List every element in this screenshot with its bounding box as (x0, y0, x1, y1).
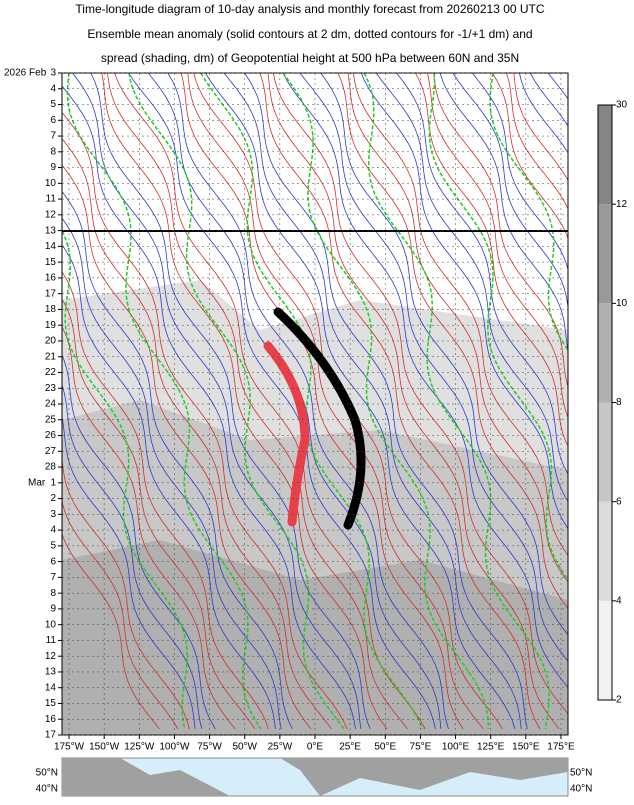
title-line: Ensemble mean anomaly (solid contours at… (87, 27, 532, 41)
map-lat-label: 40°N (570, 784, 592, 795)
x-tick-label: 50°E (374, 742, 396, 753)
x-tick-label: 150°W (89, 742, 120, 753)
y-tick-label: 26 (45, 430, 57, 441)
y-tick-label: 23 (45, 383, 57, 394)
y-tick-label: 6 (50, 115, 56, 126)
colorbar-label: 4 (616, 595, 622, 606)
y-tick-label: 13 (45, 225, 57, 236)
colorbar-label: 6 (616, 496, 622, 507)
y-tick-label: 19 (45, 320, 57, 331)
colorbar-segment (598, 105, 612, 204)
x-tick-label: 175°W (54, 742, 85, 753)
y-tick-label: 3 (50, 68, 56, 79)
y-tick-label: 4 (50, 83, 56, 94)
x-tick-label: 100°E (442, 742, 470, 753)
y-tick-label: 15 (45, 698, 57, 709)
y-tick-label: 15 (45, 257, 57, 268)
y-tick-label: 12 (45, 209, 57, 220)
y-tick-label: 27 (45, 446, 57, 457)
title-line: Time-longitude diagram of 10-day analysi… (75, 2, 544, 16)
y-tick-label: 6 (50, 556, 56, 567)
y-tick-label: 8 (50, 588, 56, 599)
colorbar-label: 30 (616, 100, 628, 111)
title-line: spread (shading, dm) of Geopotential hei… (101, 51, 519, 65)
map-lat-label: 40°N (36, 784, 58, 795)
month-label: Mar (28, 477, 46, 488)
y-tick-label: 11 (46, 194, 57, 205)
y-tick-label: 24 (45, 399, 57, 410)
x-tick-label: 25°E (339, 742, 361, 753)
y-tick-label: 17 (45, 288, 57, 299)
x-tick-label: 125°E (477, 742, 505, 753)
y-tick-label: 9 (50, 604, 56, 615)
y-tick-label: 1 (50, 477, 56, 488)
y-tick-label: 16 (45, 273, 57, 284)
y-tick-label: 12 (45, 651, 57, 662)
x-tick-label: 125°W (124, 742, 155, 753)
y-tick-label: 10 (45, 619, 57, 630)
map-lat-label: 50°N (36, 768, 58, 779)
colorbar-segment (598, 403, 612, 502)
colorbar-segment (598, 204, 612, 303)
y-tick-label: 2 (50, 493, 56, 504)
y-tick-label: 10 (45, 178, 57, 189)
x-tick-label: 175°E (547, 742, 575, 753)
x-tick-label: 75°E (410, 742, 432, 753)
y-tick-label: 28 (45, 462, 57, 473)
y-tick-label: 17 (45, 730, 57, 741)
y-tick-label: 21 (45, 351, 57, 362)
x-tick-label: 0°E (307, 742, 324, 753)
y-tick-label: 5 (50, 540, 56, 551)
y-tick-label: 5 (50, 99, 56, 110)
y-tick-label: 7 (50, 131, 56, 142)
colorbar-segment (598, 502, 612, 601)
map-lat-label: 50°N (570, 768, 592, 779)
y-tick-label: 25 (45, 414, 57, 425)
colorbar-label: 12 (616, 199, 628, 210)
y-tick-label: 20 (45, 336, 57, 347)
y-tick-label: 18 (45, 304, 57, 315)
y-tick-label: 7 (50, 572, 56, 583)
colorbar-segment (598, 601, 612, 700)
x-tick-label: 25°W (268, 742, 293, 753)
x-tick-label: 75°W (197, 742, 222, 753)
y-tick-label: 3 (50, 509, 56, 520)
y-tick-label: 11 (46, 635, 57, 646)
y-tick-label: 14 (45, 682, 57, 693)
x-tick-label: 50°W (232, 742, 257, 753)
colorbar-label: 8 (616, 397, 622, 408)
colorbar-label: 10 (616, 298, 628, 309)
y-tick-label: 13 (45, 667, 57, 678)
y-tick-label: 14 (45, 241, 57, 252)
x-tick-label: 150°E (512, 742, 540, 753)
colorbar-label: 2 (616, 695, 622, 706)
contour (624, 73, 634, 729)
y-tick-label: 4 (50, 525, 56, 536)
y-tick-label: 16 (45, 714, 57, 725)
y-tick-label: 8 (50, 146, 56, 157)
y-tick-label: 9 (50, 162, 56, 173)
y-tick-label: 22 (45, 367, 57, 378)
colorbar-segment (598, 303, 612, 402)
month-label: 2026 Feb (4, 68, 47, 79)
x-tick-label: 100°W (159, 742, 190, 753)
